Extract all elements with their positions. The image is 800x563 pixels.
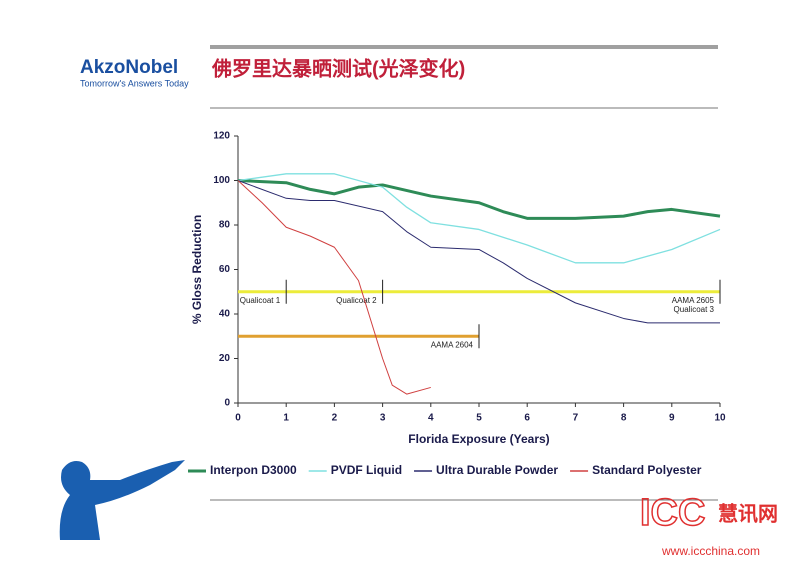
y-tick-label: 120 (213, 131, 230, 142)
x-tick-label: 4 (428, 413, 434, 424)
y-tick-label: 100 (213, 175, 230, 186)
y-tick-label: 20 (219, 353, 231, 364)
y-tick-label: 0 (224, 398, 230, 409)
series-line (237, 180, 720, 324)
x-axis-label: Florida Exposure (Years) (408, 432, 549, 446)
y-tick-label: 60 (219, 264, 231, 275)
x-tick-label: 6 (524, 413, 530, 424)
x-tick-label: 9 (669, 413, 675, 424)
x-tick-label: 0 (235, 413, 241, 424)
legend-label: Standard Polyester (592, 463, 702, 477)
series-line (237, 173, 721, 264)
watermark-brand: ICC (640, 492, 705, 534)
watermark-cn: 慧讯网 (718, 501, 778, 525)
reference-label: Qualicoat 3 (674, 305, 715, 314)
legend-label: Interpon D3000 (210, 463, 297, 477)
y-axis-label: % Gloss Reduction (190, 215, 204, 324)
tagline: Tomorrow's Answers Today (80, 78, 189, 88)
reference-label: Qualicoat 1 (240, 296, 281, 305)
x-tick-label: 1 (283, 413, 289, 424)
series-line (237, 179, 721, 220)
x-tick-label: 10 (714, 413, 726, 424)
series-line (237, 180, 431, 395)
logo-figure (59, 460, 185, 540)
y-tick-label: 80 (219, 220, 231, 231)
legend-label: PVDF Liquid (331, 463, 402, 477)
reference-label: AAMA 2604 (431, 340, 474, 349)
x-tick-label: 5 (476, 413, 482, 424)
top-bar (210, 45, 718, 49)
slide-title: 佛罗里达暴晒测试(光泽变化) (211, 56, 465, 80)
x-tick-label: 7 (573, 413, 579, 424)
watermark-url: www.iccchina.com (661, 544, 760, 558)
x-tick-label: 2 (332, 413, 338, 424)
y-tick-label: 40 (219, 309, 231, 320)
legend-label: Ultra Durable Powder (436, 463, 558, 477)
reference-label: Qualicoat 2 (336, 296, 377, 305)
x-tick-label: 8 (621, 413, 627, 424)
reference-label: AAMA 2605 (672, 296, 715, 305)
x-tick-label: 3 (380, 413, 386, 424)
logo: AkzoNobel (80, 57, 178, 78)
